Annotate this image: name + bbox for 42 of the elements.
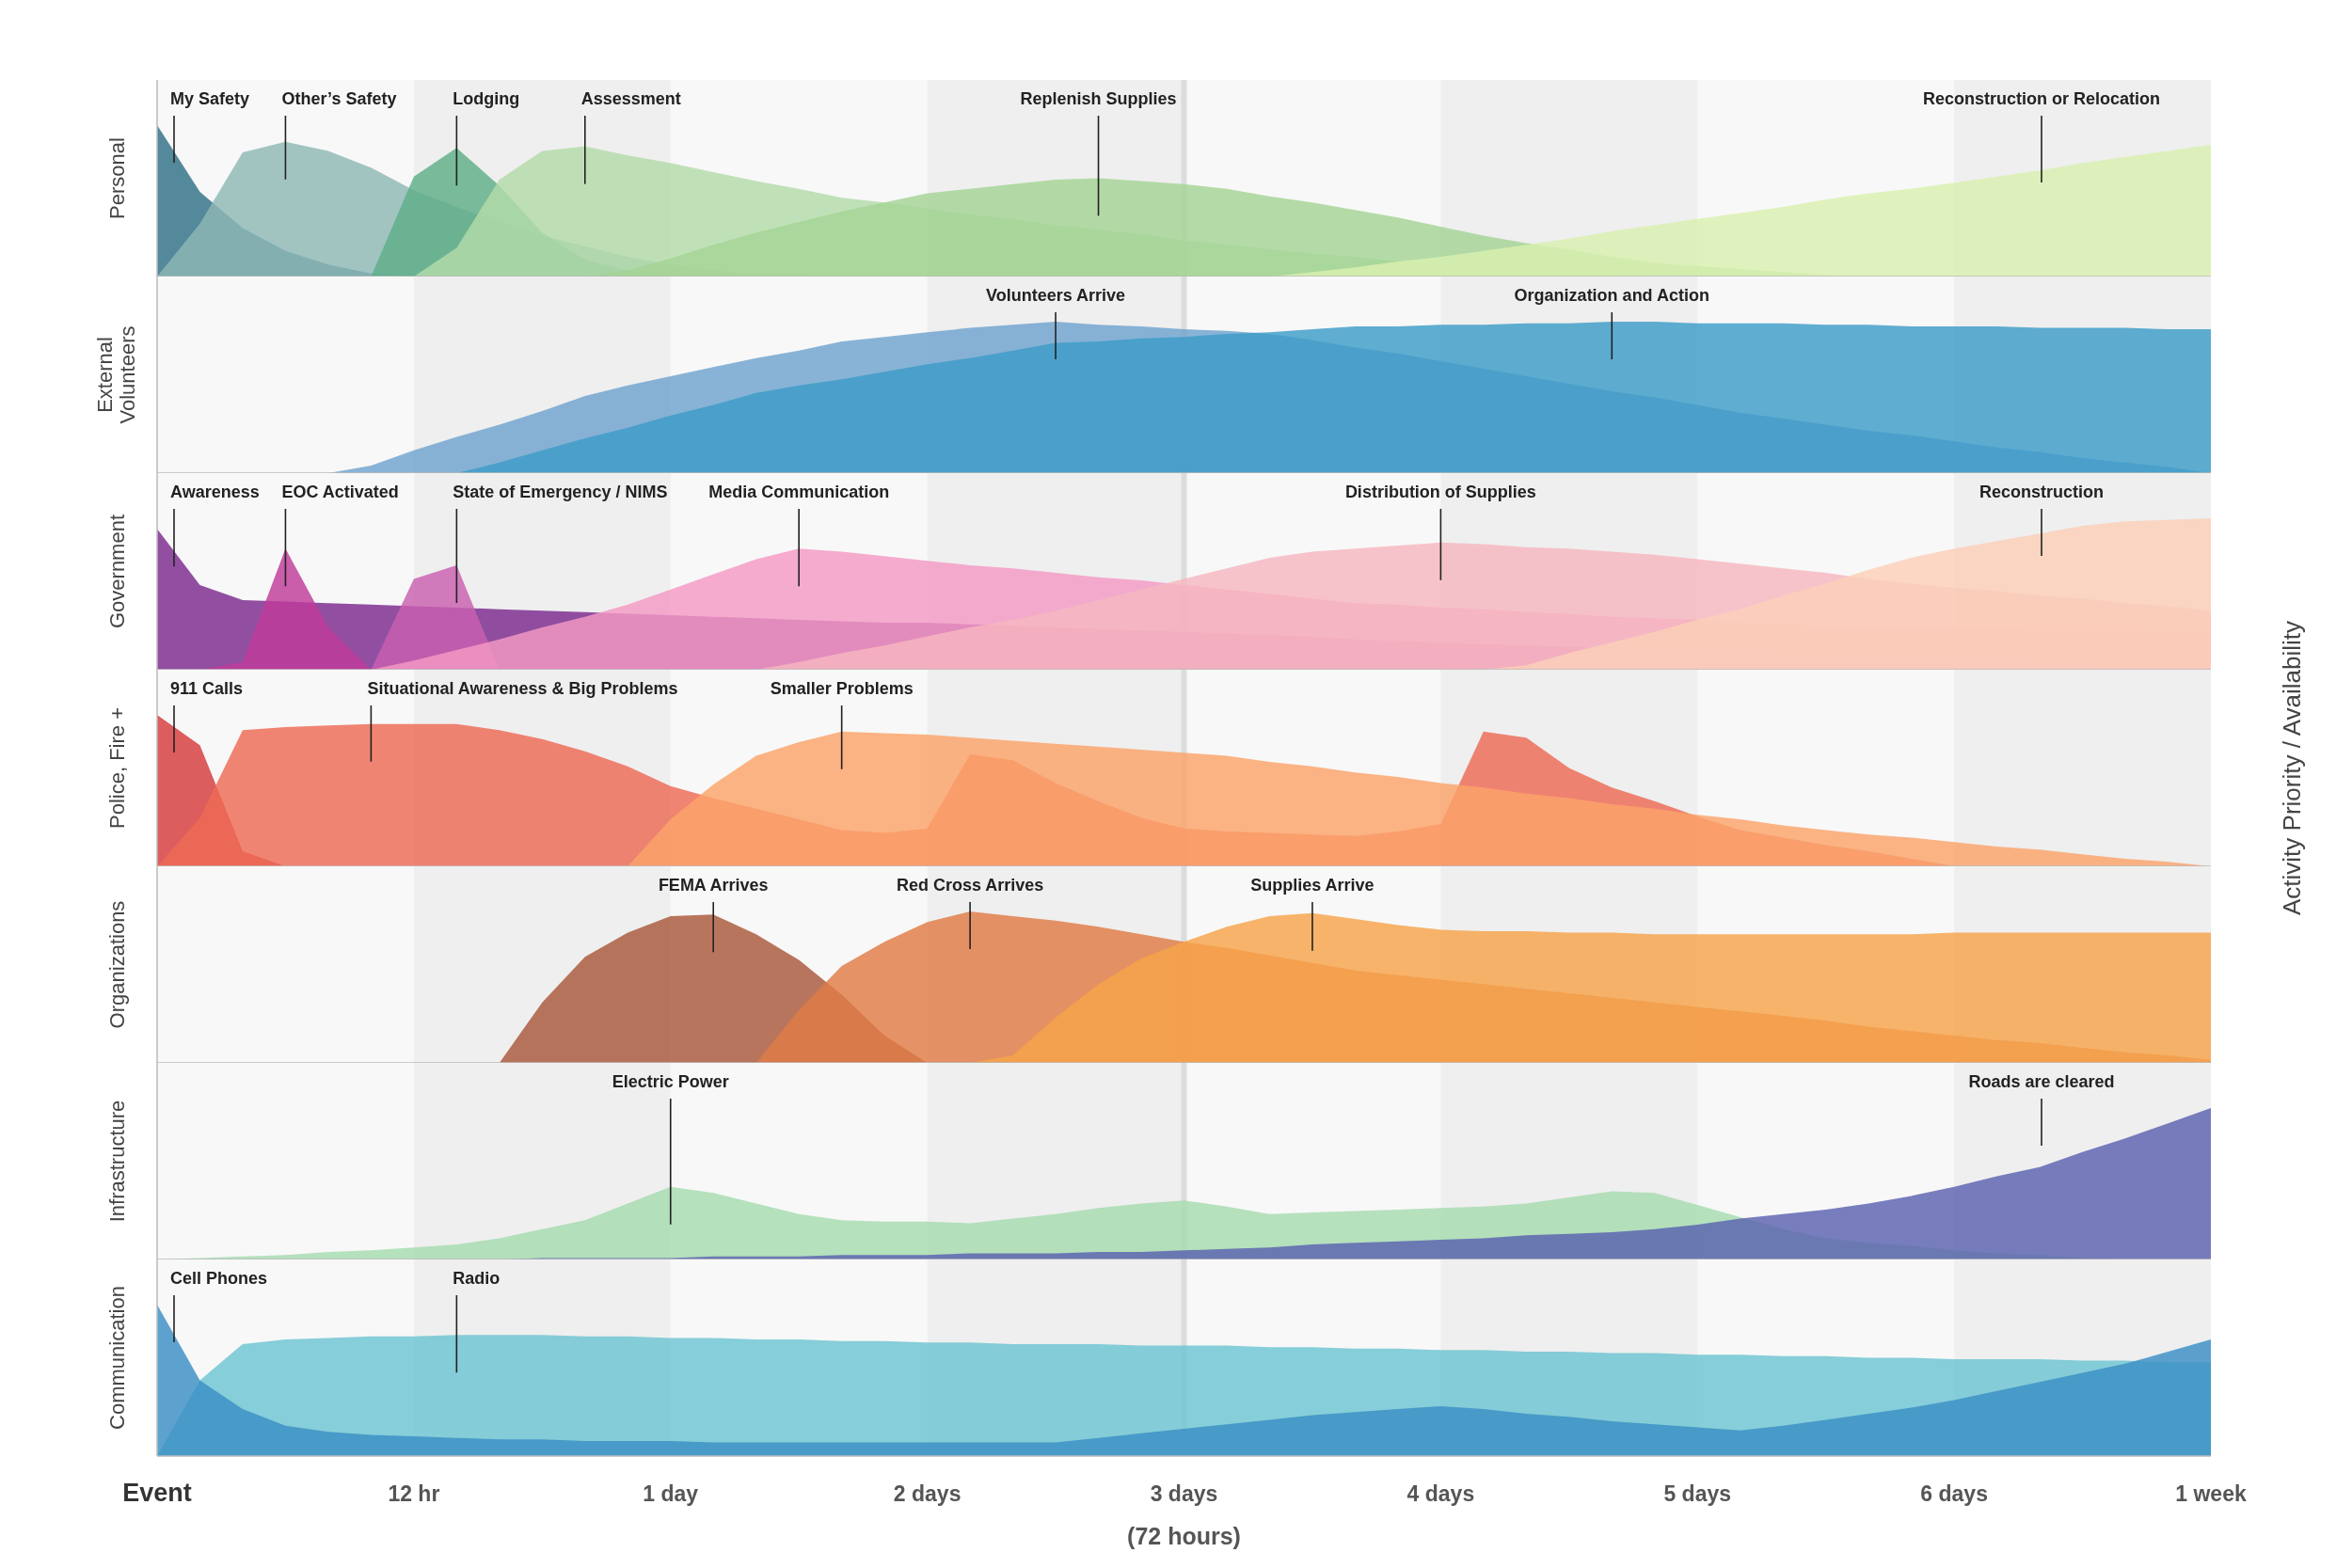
text: Radio: [453, 1269, 501, 1288]
y-axis-title: Government: [105, 514, 129, 629]
series-label: Cell Phones: [170, 1269, 268, 1288]
x-tick-label: Event: [122, 1479, 192, 1507]
series-label: Volunteers Arrive: [986, 286, 1126, 305]
series-label: FEMA Arrives: [658, 876, 769, 895]
x-axis-title: (72 hours): [1127, 1523, 1241, 1549]
y-axis-title: Infrastructure: [105, 1100, 129, 1223]
text: Smaller Problems: [770, 679, 914, 698]
text: Lodging: [453, 89, 520, 108]
text: Replenish Supplies: [1020, 89, 1177, 108]
text: Roads are cleared: [1968, 1072, 2115, 1091]
x-tick-label: 2 days: [893, 1481, 961, 1506]
series-label: Other’s Safety: [281, 89, 397, 108]
x-tick-label: 5 days: [1663, 1481, 1732, 1506]
text: Distribution of Supplies: [1344, 483, 1536, 501]
x-tick-label: 3 days: [1150, 1481, 1218, 1506]
y-axis-title: Personal: [105, 137, 129, 219]
y-axis-title: Communication: [105, 1286, 129, 1430]
x-tick-label: 12 hr: [388, 1481, 440, 1506]
text: Electric Power: [612, 1072, 729, 1091]
x-tick-label: 1 day: [643, 1481, 699, 1506]
series-label: Situational Awareness & Big Problems: [367, 679, 678, 698]
x-tick-label: 6 days: [1920, 1481, 1988, 1506]
text: Media Communication: [708, 483, 890, 501]
series-label: 911 Calls: [170, 679, 244, 698]
series-label: Awareness: [170, 483, 260, 501]
series-label: Red Cross Arrives: [896, 876, 1044, 895]
y-axis-title: External Volunteers: [93, 325, 139, 424]
series-label: My Safety: [170, 89, 250, 108]
series-label: Organization and Action: [1514, 286, 1709, 305]
text: Reconstruction or Relocation: [1922, 89, 2161, 108]
y2-axis-title: Activity Priority / Availability: [2278, 620, 2306, 916]
y-axis-title: Police, Fire +: [105, 707, 129, 829]
x-tick-label: 1 week: [2175, 1481, 2247, 1506]
y-axis-title: Organizations: [105, 900, 129, 1029]
text: Assessment: [580, 89, 681, 108]
text: State of Emergency / NIMS: [453, 483, 668, 501]
series-label: Supplies Arrive: [1250, 876, 1375, 895]
x-tick-label: 4 days: [1406, 1481, 1475, 1506]
series-label: Reconstruction: [1979, 483, 2105, 501]
text: EOC Activated: [281, 483, 399, 501]
